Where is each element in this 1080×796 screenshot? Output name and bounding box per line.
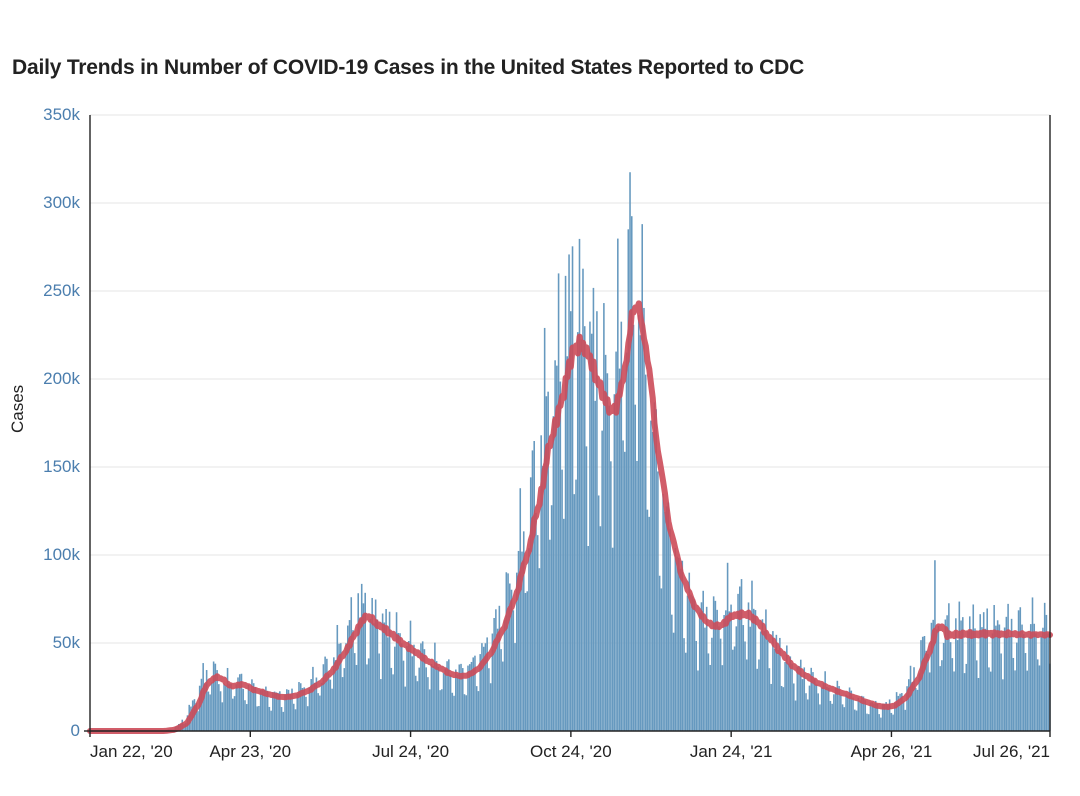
y-tick-label: 300k (43, 193, 80, 212)
y-tick-label: 150k (43, 457, 80, 476)
y-tick-label: 50k (53, 633, 81, 652)
x-tick-label: Jan 22, '20 (90, 742, 173, 761)
y-tick-label: 100k (43, 545, 80, 564)
chart-container: Daily Trends in Number of COVID-19 Cases… (0, 0, 1080, 791)
y-axis-label: Cases (8, 413, 28, 433)
x-tick-label: Jan 24, '21 (690, 742, 773, 761)
x-tick-label: Apr 26, '21 (851, 742, 933, 761)
x-tick-label: Oct 24, '20 (530, 742, 612, 761)
y-tick-label: 200k (43, 369, 80, 388)
y-tick-label: 250k (43, 281, 80, 300)
x-tick-label: Apr 23, '20 (209, 742, 291, 761)
x-tick-label: Jul 24, '20 (372, 742, 449, 761)
chart-svg: 0 50k 100k 150k 200k 250k 300k 350k Jan 22, '20 A… (0, 0, 1080, 791)
chart-title: Daily Trends in Number of COVID-19 Cases… (0, 56, 1080, 80)
x-tick-label: Jul 26, '21 (973, 742, 1050, 761)
y-tick-label: 350k (43, 105, 80, 124)
y-tick-label: 0 (71, 721, 80, 740)
